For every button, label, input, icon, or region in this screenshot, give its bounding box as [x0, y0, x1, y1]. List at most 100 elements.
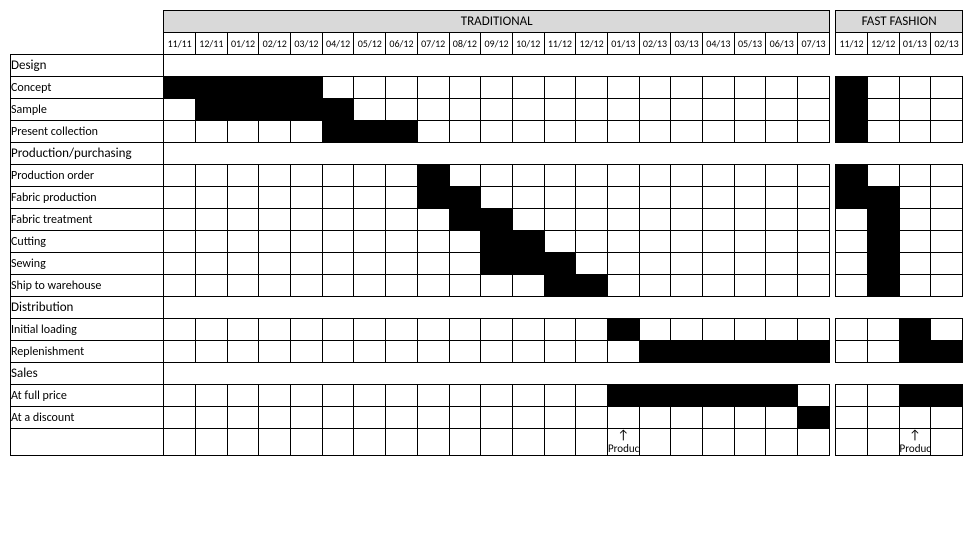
- gantt-cell: [291, 253, 323, 275]
- gantt-cell: [931, 407, 963, 429]
- gantt-cell: [196, 77, 228, 99]
- gantt-cell: [196, 121, 228, 143]
- gantt-cell: [576, 275, 608, 297]
- gantt-cell: [899, 407, 931, 429]
- task-label: Fabric treatment: [11, 209, 164, 231]
- gantt-cell: [703, 275, 735, 297]
- gantt-cell: [354, 121, 386, 143]
- gantt-cell: [481, 165, 513, 187]
- gantt-cell: [322, 187, 354, 209]
- group-header-fastfashion: FAST FASHION: [836, 11, 963, 33]
- gantt-cell: [798, 341, 830, 363]
- month-col: 07/13: [798, 33, 830, 55]
- gantt-cell: [227, 231, 259, 253]
- gantt-cell: [417, 253, 449, 275]
- gantt-cell: [703, 121, 735, 143]
- gantt-cell: [671, 165, 703, 187]
- gantt-cell: [164, 187, 196, 209]
- gantt-cell: [164, 121, 196, 143]
- gantt-cell: [836, 209, 868, 231]
- gantt-cell: [227, 385, 259, 407]
- gantt-cell: [481, 231, 513, 253]
- gantt-cell: [899, 209, 931, 231]
- gantt-cell: [639, 275, 671, 297]
- task-label: Initial loading: [11, 319, 164, 341]
- gantt-cell: [449, 165, 481, 187]
- gantt-cell: [766, 385, 798, 407]
- gantt-cell: [576, 385, 608, 407]
- section-label: Design: [11, 55, 164, 77]
- gantt-cell: [386, 231, 418, 253]
- gantt-cell: [291, 77, 323, 99]
- gantt-cell: [639, 385, 671, 407]
- gantt-cell: [354, 99, 386, 121]
- gantt-cell: [512, 319, 544, 341]
- gantt-cell: [836, 187, 868, 209]
- month-col: 06/13: [766, 33, 798, 55]
- gantt-cell: [164, 99, 196, 121]
- gantt-cell: [259, 187, 291, 209]
- task-label: Sample: [11, 99, 164, 121]
- gantt-cell: [576, 209, 608, 231]
- gantt-cell: [867, 77, 899, 99]
- gantt-cell: [607, 99, 639, 121]
- gantt-cell: [836, 385, 868, 407]
- gantt-cell: [899, 165, 931, 187]
- gantt-cell: [639, 99, 671, 121]
- gantt-cell: [512, 231, 544, 253]
- corner-blank: [11, 11, 164, 33]
- gantt-cell: [512, 165, 544, 187]
- gantt-cell: [354, 231, 386, 253]
- gantt-cell: [291, 231, 323, 253]
- gantt-cell: [671, 319, 703, 341]
- gantt-cell: [931, 253, 963, 275]
- gantt-cell: [836, 77, 868, 99]
- month-col: 05/12: [354, 33, 386, 55]
- gantt-cell: [734, 209, 766, 231]
- gantt-cell: [836, 121, 868, 143]
- gantt-cell: [196, 275, 228, 297]
- gantt-cell: [671, 77, 703, 99]
- gantt-cell: [449, 187, 481, 209]
- gantt-cell: [576, 187, 608, 209]
- gantt-cell: [386, 253, 418, 275]
- gantt-cell: [734, 165, 766, 187]
- gantt-cell: [703, 165, 735, 187]
- gantt-cell: [259, 319, 291, 341]
- gantt-cell: [931, 231, 963, 253]
- gantt-cell: [671, 99, 703, 121]
- launch-marker: ↑Product launch: [607, 429, 639, 456]
- gantt-cell: [798, 319, 830, 341]
- gantt-cell: [703, 341, 735, 363]
- gantt-cell: [734, 99, 766, 121]
- section-label: Production/purchasing: [11, 143, 164, 165]
- gantt-chart: TRADITIONALFAST FASHION11/1112/1101/1202…: [10, 10, 963, 525]
- gantt-cell: [259, 275, 291, 297]
- gantt-cell: [196, 319, 228, 341]
- gantt-cell: [703, 209, 735, 231]
- gantt-cell: [639, 319, 671, 341]
- gantt-cell: [196, 253, 228, 275]
- gantt-cell: [544, 165, 576, 187]
- gantt-cell: [196, 385, 228, 407]
- gantt-cell: [607, 187, 639, 209]
- gantt-cell: [259, 253, 291, 275]
- gantt-cell: [227, 77, 259, 99]
- gantt-cell: [259, 77, 291, 99]
- gantt-cell: [512, 99, 544, 121]
- gantt-cell: [291, 187, 323, 209]
- gantt-cell: [417, 187, 449, 209]
- gantt-cell: [164, 77, 196, 99]
- gantt-cell: [639, 77, 671, 99]
- gantt-cell: [481, 121, 513, 143]
- gantt-cell: [734, 275, 766, 297]
- month-col: 01/13: [899, 33, 931, 55]
- gantt-cell: [867, 165, 899, 187]
- month-col: 03/13: [671, 33, 703, 55]
- gantt-cell: [836, 99, 868, 121]
- gantt-cell: [449, 99, 481, 121]
- gantt-cell: [836, 231, 868, 253]
- gantt-cell: [931, 187, 963, 209]
- gantt-cell: [322, 231, 354, 253]
- gantt-cell: [227, 121, 259, 143]
